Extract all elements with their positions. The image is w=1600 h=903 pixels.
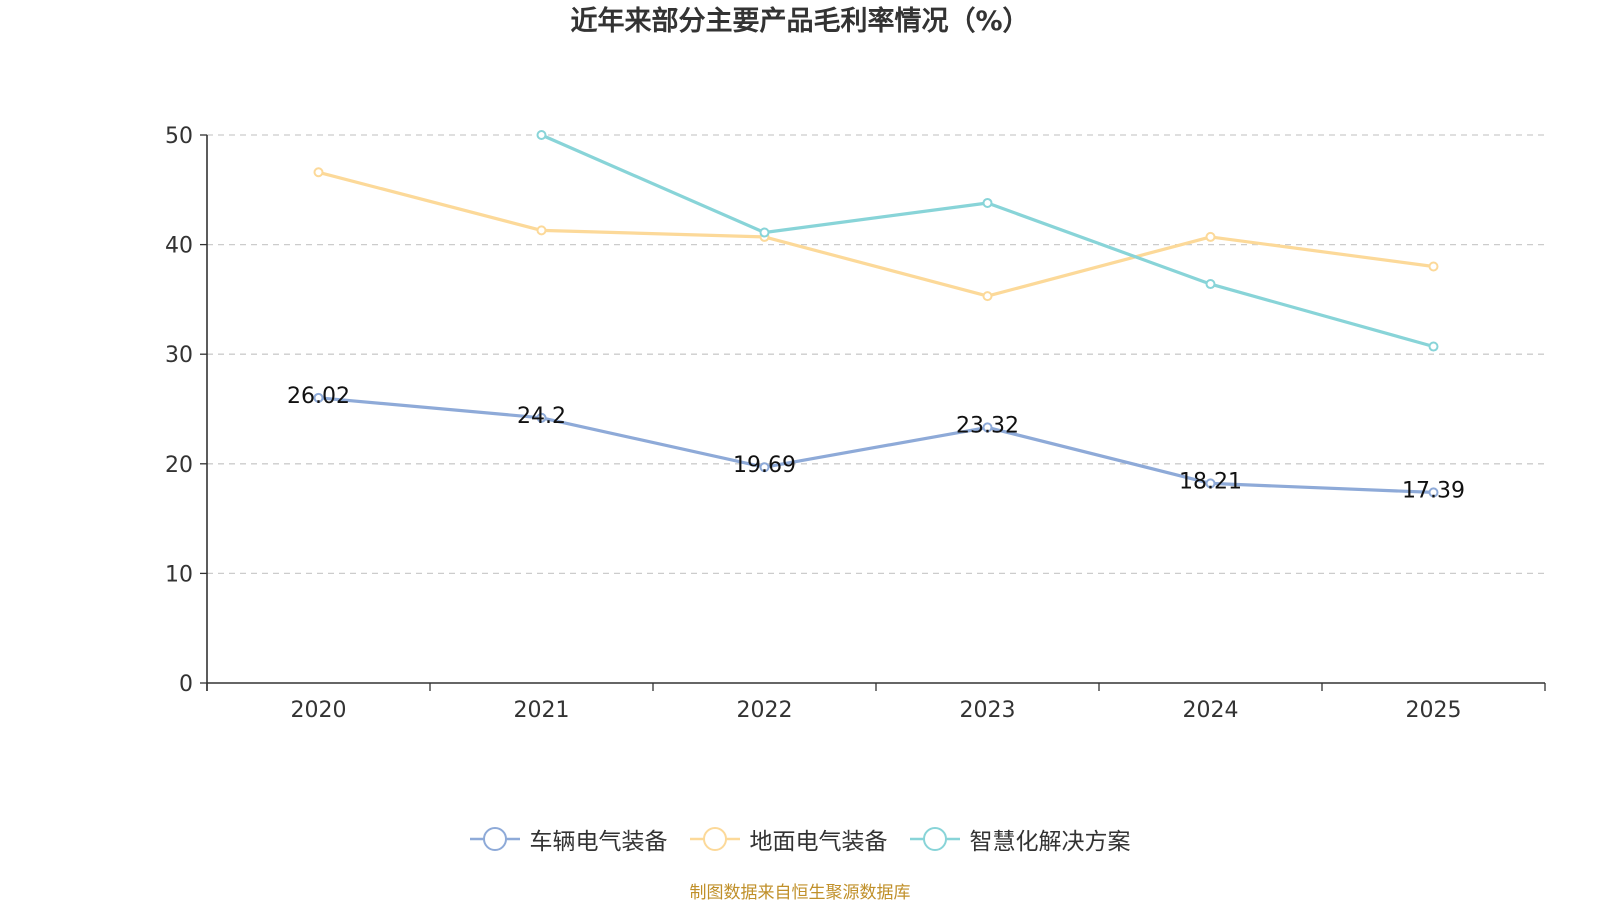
- source-note: 制图数据来自恒生聚源数据库: [689, 883, 911, 903]
- x-tick-label-2021: 2021: [514, 698, 570, 723]
- data-label-s0-2024: 18.21: [1179, 469, 1242, 494]
- data-point-s0-2020: [313, 392, 324, 403]
- series-line-0: [318, 396, 1434, 494]
- data-point-s2-2022: [759, 227, 770, 238]
- x-tick-label-2023: 2023: [960, 698, 1016, 723]
- y-tick-label-20: 20: [165, 453, 193, 478]
- x-tick-label-2020: 2020: [291, 698, 347, 723]
- legend-label: 地面电气装备: [749, 829, 888, 855]
- data-point-s2-2021: [536, 130, 547, 140]
- data-label-s0-2020: 26.02: [287, 384, 350, 409]
- legend-symbol-icon: [689, 827, 740, 851]
- x-tick-label-2025: 2025: [1406, 698, 1462, 723]
- data-point-s1-2024: [1205, 231, 1216, 242]
- chart-title: 近年来部分主要产品毛利率情况（%）: [570, 6, 1030, 37]
- legend-item-1[interactable]: 地面电气装备: [689, 822, 888, 856]
- legend: 车辆电气装备 地面电气装备 智慧化解决方案: [0, 822, 1600, 856]
- legend-item-0[interactable]: 车辆电气装备: [469, 822, 668, 856]
- y-tick-label-10: 10: [165, 562, 193, 587]
- legend-symbol-icon: [469, 827, 520, 851]
- legend-label: 车辆电气装备: [529, 829, 668, 855]
- data-point-s0-2024: [1205, 478, 1216, 489]
- data-point-s1-2025: [1428, 261, 1439, 272]
- data-point-s0-2022: [759, 462, 770, 473]
- y-tick-label-30: 30: [165, 343, 193, 368]
- data-point-s1-2023: [982, 291, 993, 302]
- x-tick-label-2022: 2022: [737, 698, 793, 723]
- series-lines: [313, 130, 1439, 498]
- data-label-s0-2025: 17.39: [1402, 478, 1465, 503]
- y-tick-label-50: 50: [165, 124, 193, 149]
- data-point-s0-2025: [1428, 487, 1439, 498]
- data-labels: 26.02 24.2 19.69 23.32 18.21 17.39: [287, 384, 1465, 504]
- data-point-s2-2024: [1205, 279, 1216, 290]
- data-point-s0-2021: [536, 412, 547, 423]
- grid-lines: [207, 134, 1545, 575]
- series-line-1: [318, 170, 1434, 298]
- axes: 0 10 20 30 40 50 2020 2021 2022 2023 2024 2025: [165, 124, 1546, 723]
- x-tick-label-2024: 2024: [1183, 698, 1239, 723]
- y-tick-label-0: 0: [179, 672, 193, 697]
- data-label-s0-2021: 24.2: [517, 404, 566, 429]
- legend-symbol-icon: [909, 827, 960, 851]
- data-point-s1-2021: [536, 225, 547, 236]
- data-point-s2-2023: [982, 197, 993, 208]
- data-label-s0-2022: 19.69: [733, 453, 796, 478]
- data-point-s0-2023: [982, 422, 993, 433]
- series-line-2: [540, 133, 1434, 349]
- data-label-s0-2023: 23.32: [956, 413, 1019, 438]
- legend-item-2[interactable]: 智慧化解决方案: [909, 822, 1131, 856]
- data-point-s1-2020: [313, 167, 324, 178]
- legend-label: 智慧化解决方案: [969, 829, 1131, 855]
- data-point-s2-2025: [1428, 341, 1439, 352]
- y-tick-label-40: 40: [165, 234, 193, 259]
